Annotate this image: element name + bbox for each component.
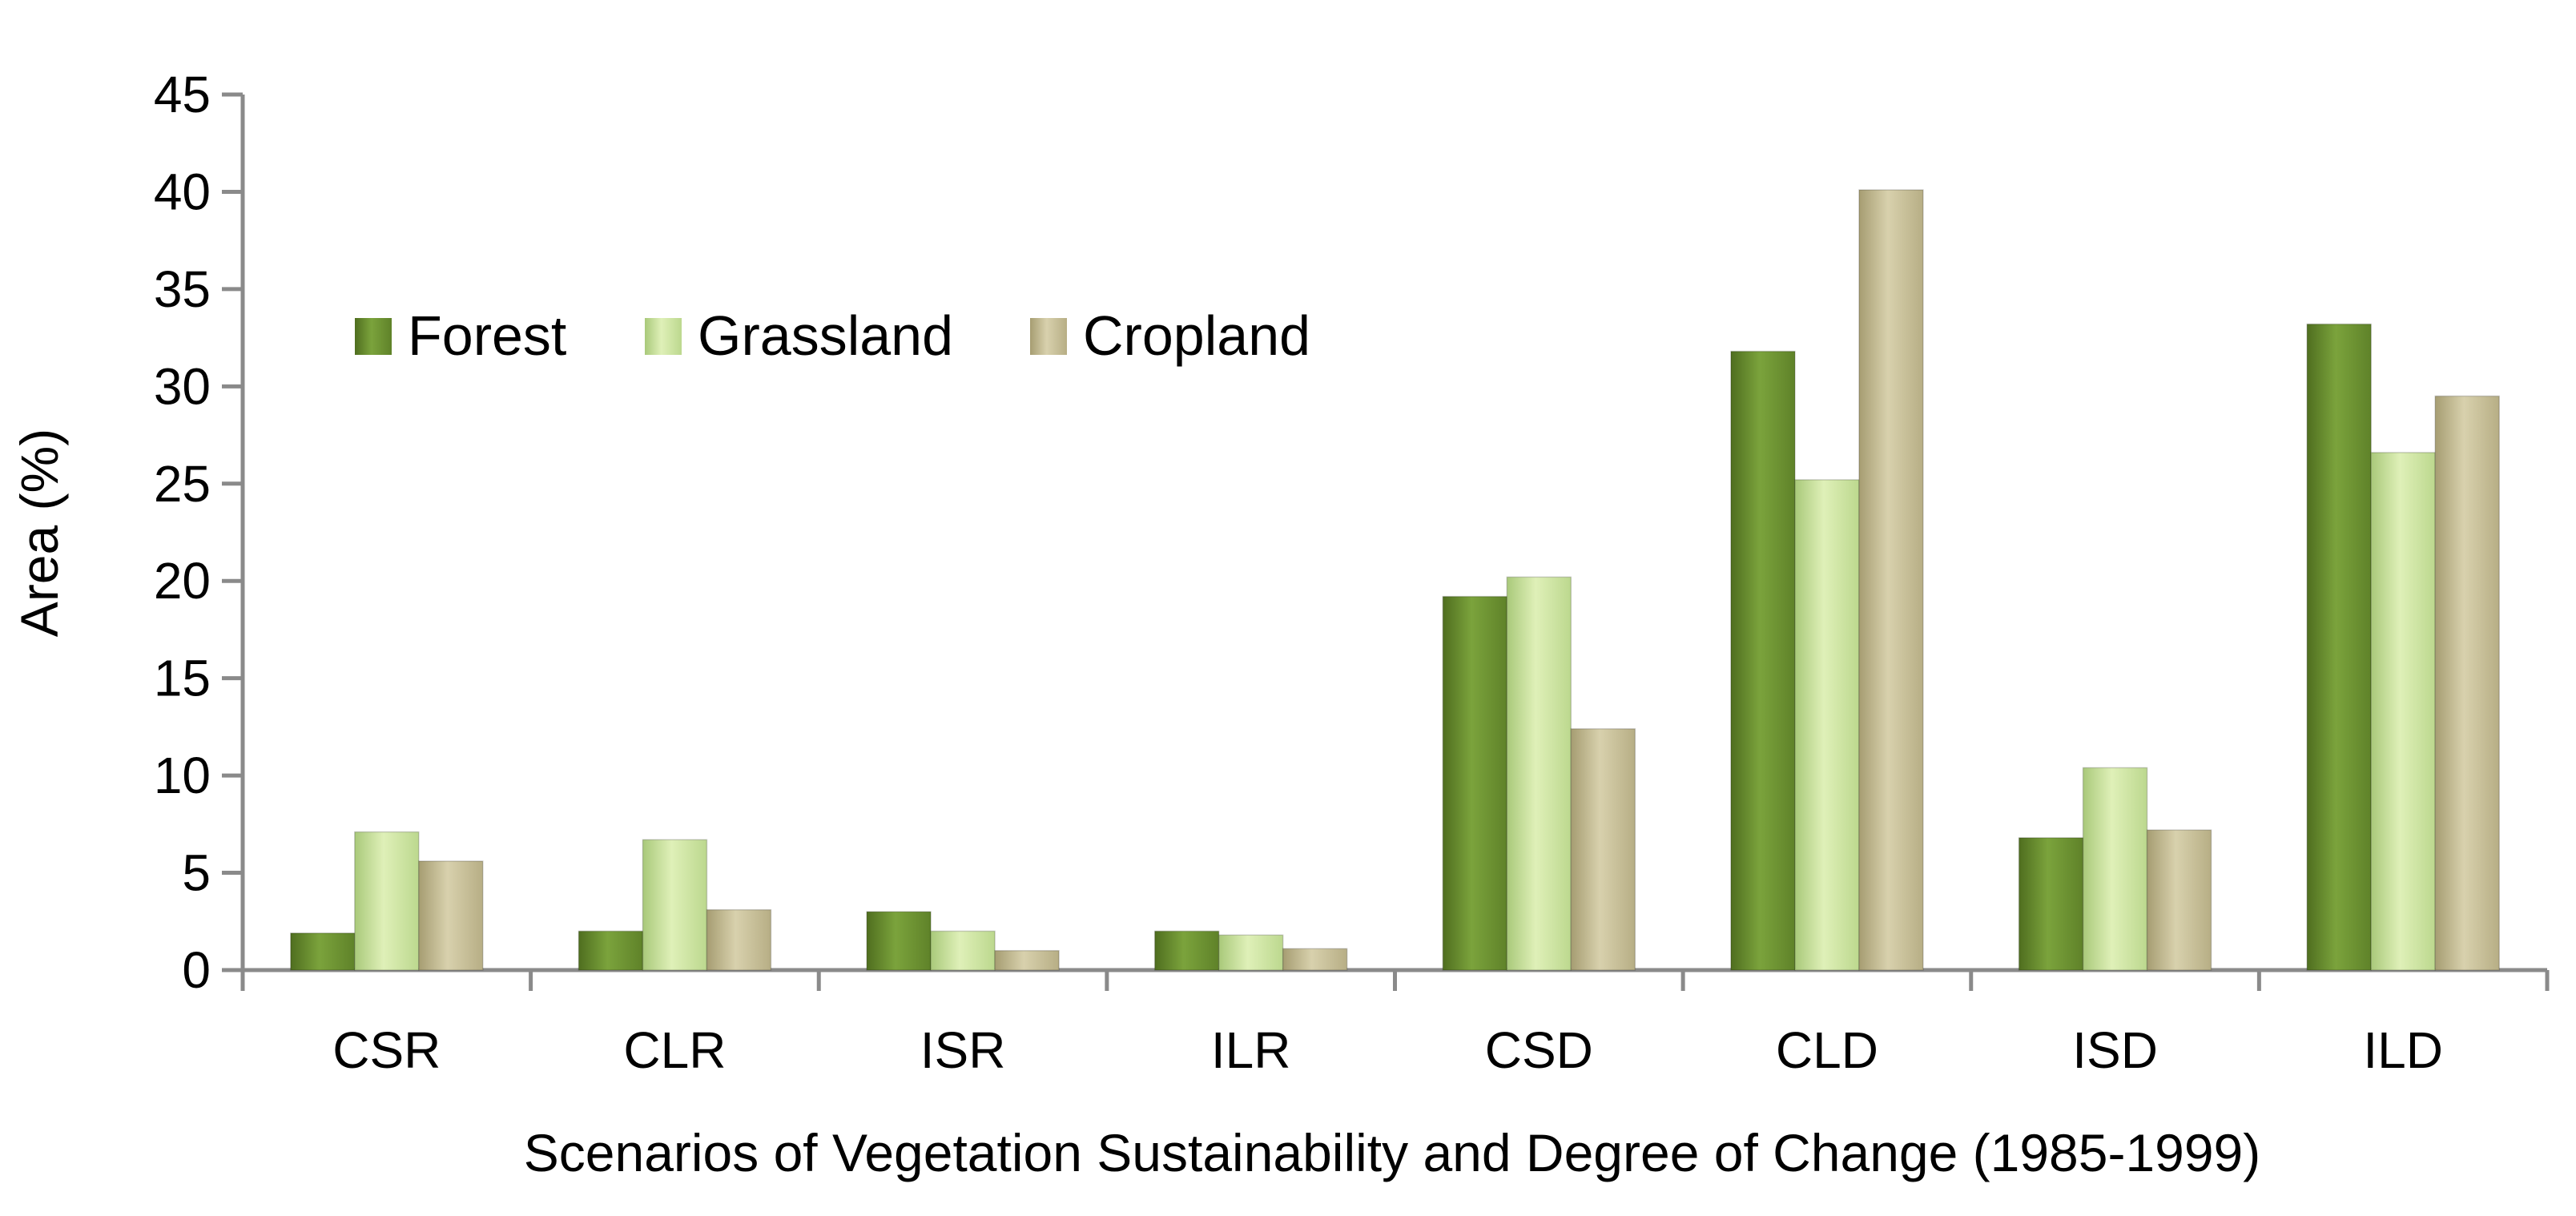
y-tick-label: 15 (154, 650, 211, 707)
bar-forest-csd (1442, 595, 1508, 971)
bar-forest-isr (866, 911, 932, 971)
bar-cropland-clr (706, 908, 772, 971)
bar-cropland-isd (2146, 829, 2212, 971)
x-tick-label: ISD (2072, 1021, 2158, 1079)
legend-label-forest: Forest (408, 304, 566, 367)
y-tick-label: 0 (182, 941, 211, 999)
y-tick-label: 35 (154, 260, 211, 318)
legend-swatch-grassland (645, 318, 682, 355)
bar-grassland-isr (930, 930, 996, 971)
x-axis: CSR CLR ISR ILR CSD CLD ISD ILD (240, 968, 2550, 1079)
x-tick-label: ILR (1211, 1021, 1291, 1079)
bar-grassland-csr (354, 831, 420, 971)
x-tick-label: CLD (1776, 1021, 1878, 1079)
bar-cropland-ilr (1282, 948, 1348, 971)
y-axis-title: Area (%) (10, 429, 69, 637)
legend: Forest Grassland Cropland (355, 304, 1310, 367)
x-tick-label: ILD (2363, 1021, 2443, 1079)
x-axis-title: Scenarios of Vegetation Sustainability a… (524, 1123, 2260, 1182)
bar-forest-ilr (1153, 930, 1220, 971)
y-tick-label: 30 (154, 357, 211, 415)
y-tick-label: 10 (154, 747, 211, 804)
bar-forest-cld (1730, 350, 1796, 971)
bar-grassland-ild (2370, 452, 2436, 971)
bar-cropland-cld (1858, 189, 1924, 971)
bars (290, 189, 2500, 971)
y-tick-label: 25 (154, 455, 211, 513)
x-tick-label: CSD (1485, 1021, 1593, 1079)
y-tick-label: 45 (154, 66, 211, 123)
y-axis: 0 5 10 15 20 25 30 35 40 45 (154, 66, 245, 999)
bar-grassland-csd (1506, 576, 1572, 971)
x-tick-label: CLR (623, 1021, 726, 1079)
bar-grassland-isd (2082, 767, 2148, 971)
legend-swatch-forest (355, 318, 392, 355)
bar-grassland-ilr (1218, 934, 1284, 971)
bar-grassland-cld (1794, 479, 1860, 971)
y-tick-label: 5 (182, 844, 211, 902)
y-tick-label: 40 (154, 163, 211, 220)
bar-forest-csr (290, 932, 356, 971)
bar-grassland-clr (642, 839, 708, 971)
bar-cropland-csd (1570, 728, 1636, 971)
x-tick-label: CSR (332, 1021, 441, 1079)
bar-cropland-isr (994, 949, 1060, 971)
bar-forest-clr (578, 930, 644, 971)
legend-label-cropland: Cropland (1083, 304, 1310, 367)
bar-forest-ild (2306, 323, 2372, 971)
bar-forest-isd (2018, 837, 2084, 971)
bar-cropland-csr (418, 860, 484, 971)
bar-cropland-ild (2434, 395, 2500, 971)
legend-swatch-cropland (1030, 318, 1067, 355)
x-tick-label: ISR (920, 1021, 1006, 1079)
y-tick-label: 20 (154, 552, 211, 610)
legend-label-grassland: Grassland (698, 304, 953, 367)
